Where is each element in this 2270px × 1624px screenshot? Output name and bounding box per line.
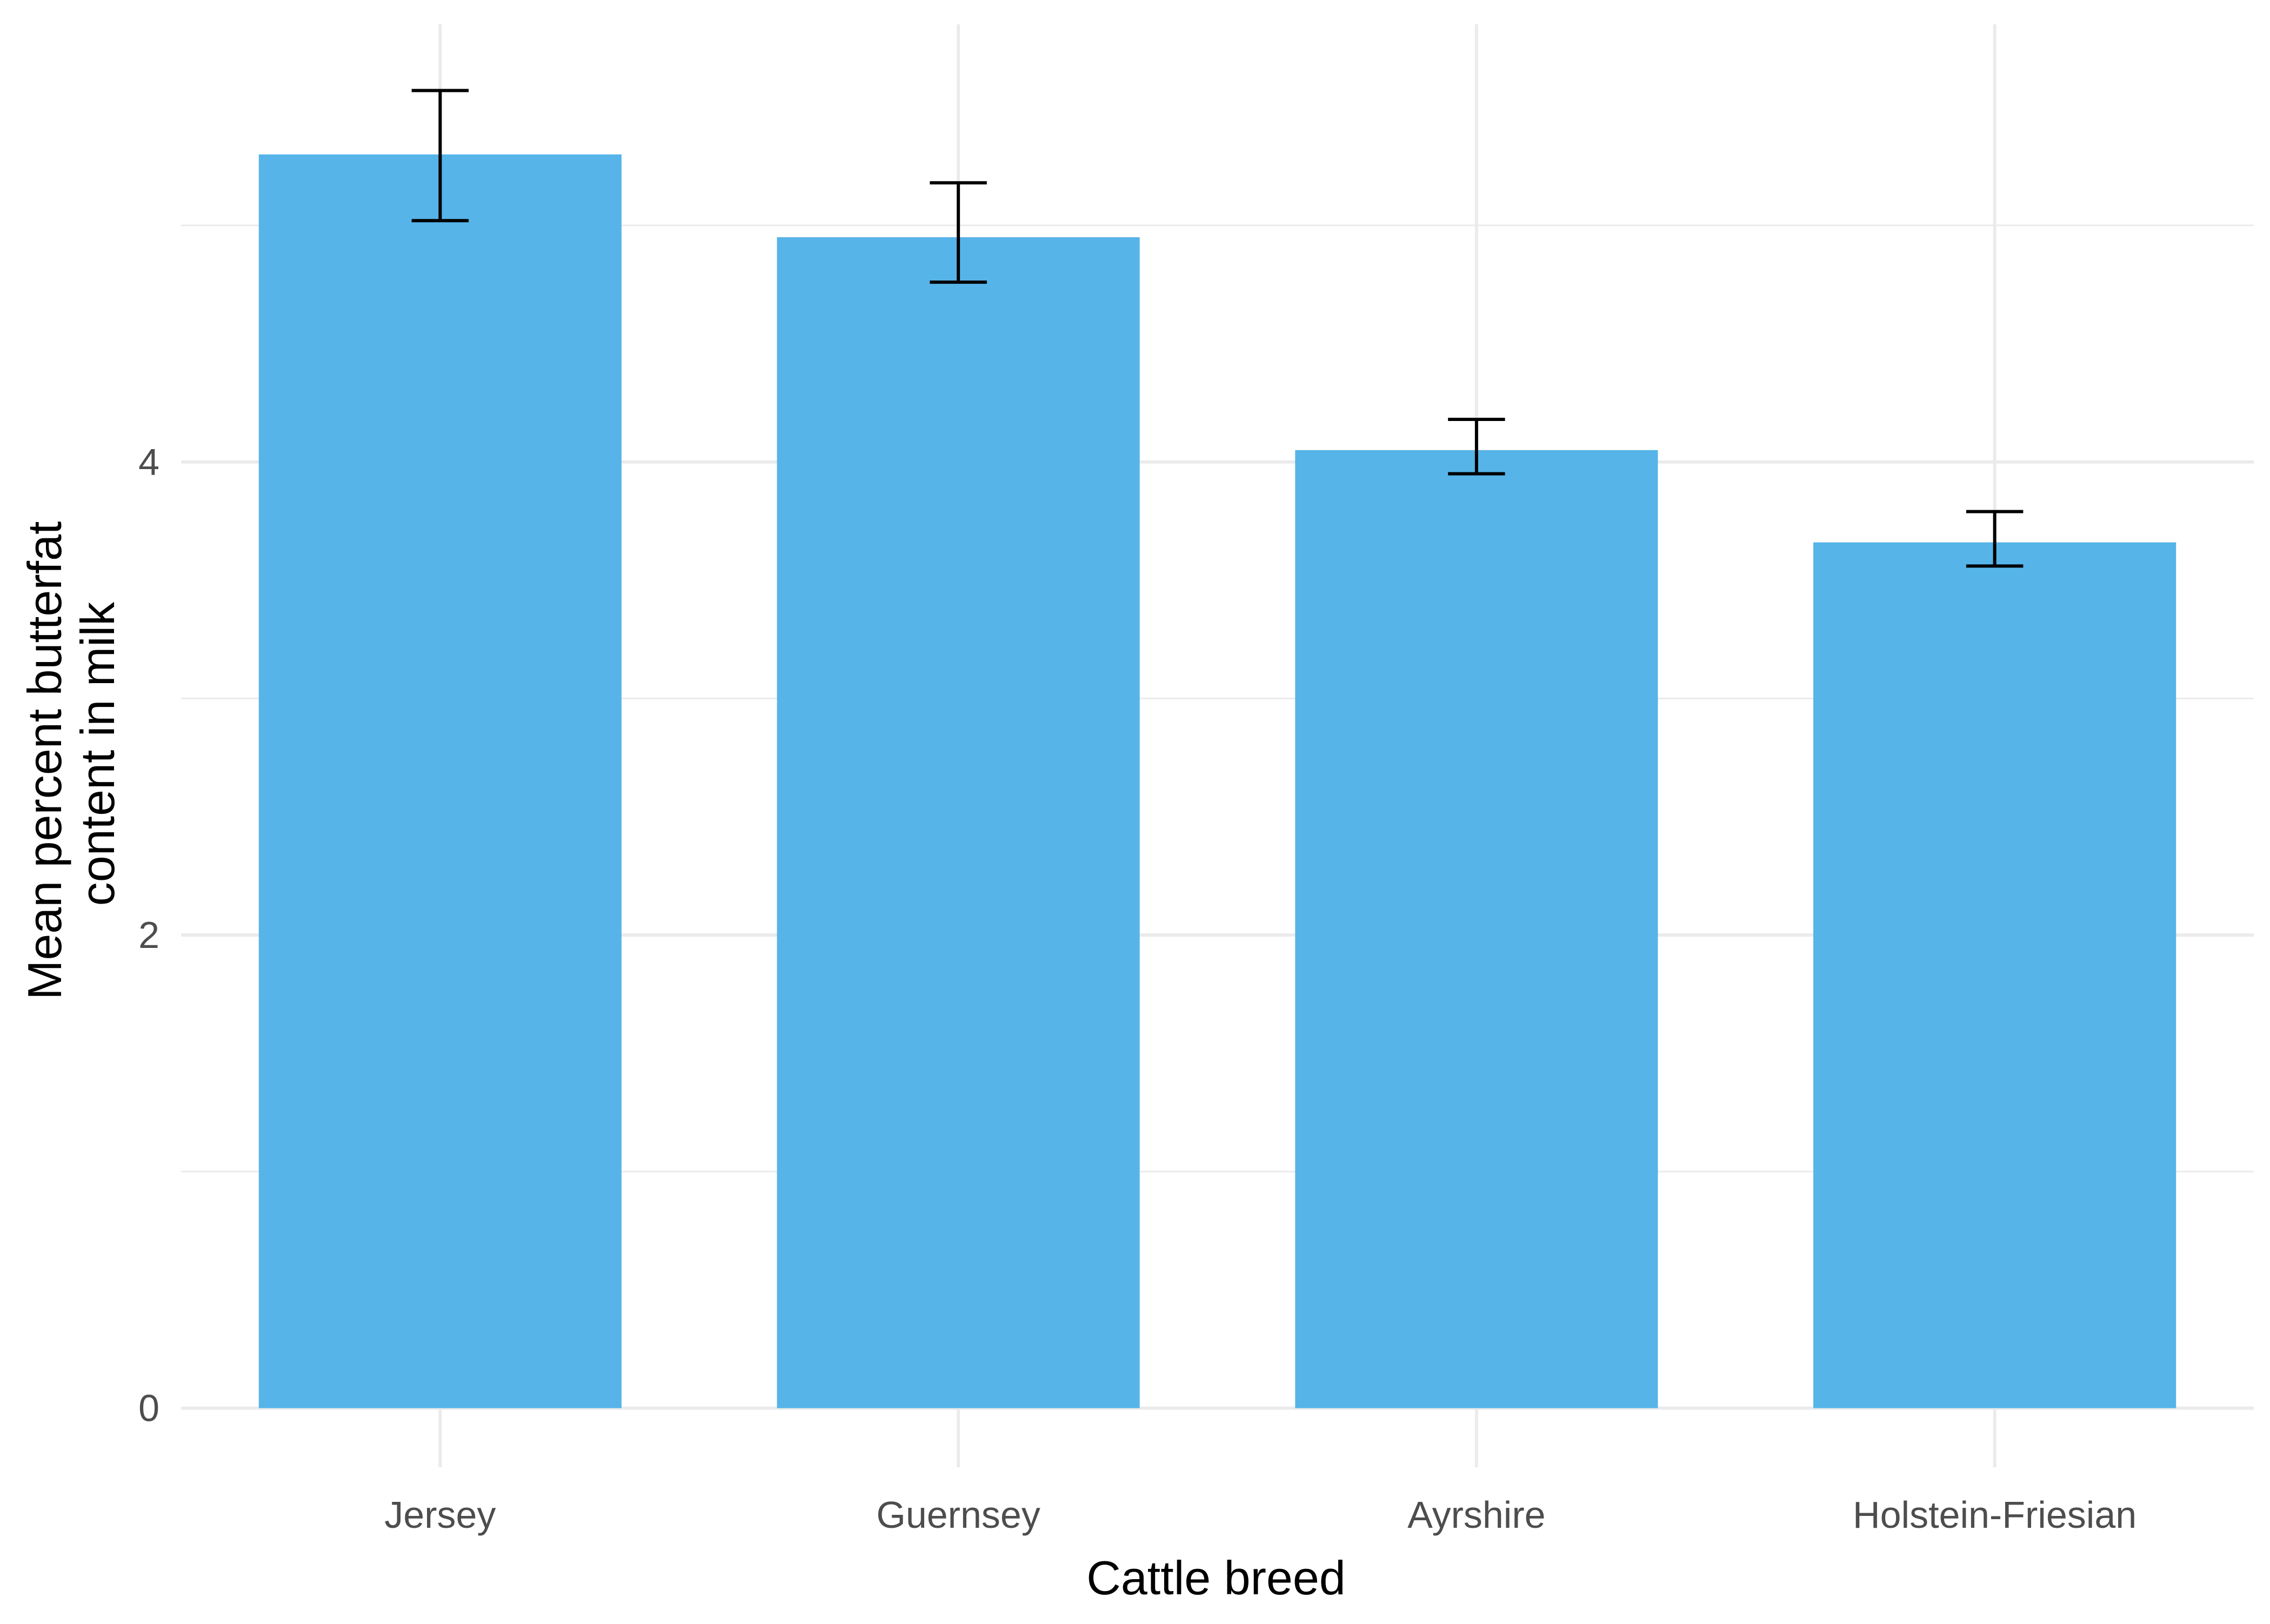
y-axis-title-line-1: Mean percent butterfat	[18, 522, 71, 1000]
y-tick-label: 0	[138, 1387, 159, 1429]
bar-ayrshire	[1295, 450, 1658, 1408]
x-axis-tick-labels: Jersey Guernsey Ayrshire Holstein-Friesian	[384, 1494, 2137, 1536]
bar-holstein-friesian	[1813, 542, 2176, 1408]
bar-guernsey	[777, 237, 1140, 1408]
y-axis-tick-labels: 0 2 4	[138, 441, 159, 1429]
error-bar	[411, 89, 469, 223]
bar-jersey	[258, 154, 622, 1408]
x-tick-label: Guernsey	[876, 1494, 1040, 1536]
y-axis-title: Mean percent butterfat content in milk	[18, 508, 124, 1000]
y-axis-title-line-2: content in milk	[71, 602, 124, 906]
error-bar	[930, 181, 987, 284]
error-bar	[1966, 510, 2024, 568]
bars	[258, 154, 2176, 1408]
x-tick-label: Holstein-Friesian	[1853, 1494, 2137, 1536]
x-axis-title: Cattle breed	[1086, 1551, 1345, 1605]
error-bar	[1448, 417, 1505, 476]
y-tick-label: 4	[138, 441, 159, 483]
x-tick-label: Jersey	[384, 1494, 496, 1536]
error-bars	[411, 89, 2024, 568]
y-tick-label: 2	[138, 914, 159, 956]
x-tick-label: Ayrshire	[1407, 1494, 1545, 1536]
